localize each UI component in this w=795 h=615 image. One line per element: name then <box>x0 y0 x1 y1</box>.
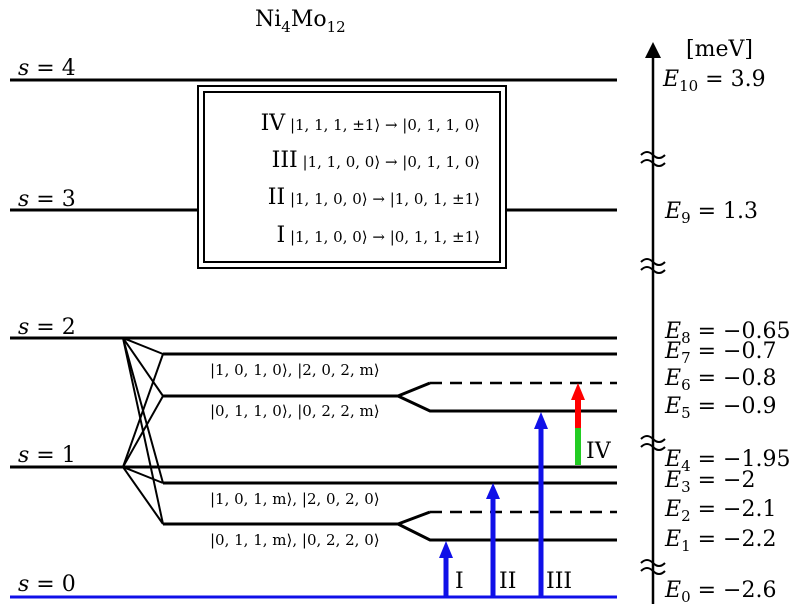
energy-label-e9: E9 = 1.3 <box>664 199 758 227</box>
arrow-label-iv: IV <box>586 439 612 464</box>
level-e2-e1-split <box>163 510 617 542</box>
s-label-3: s = 3 <box>18 187 76 212</box>
energy-label-e3: E3 = −2 <box>664 468 755 496</box>
energy-axis <box>640 42 666 604</box>
level-e6-e5-split <box>163 381 617 413</box>
unit-label: [meV] <box>686 37 753 62</box>
arrow-iv <box>571 383 585 465</box>
arrow-label-ii: II <box>499 569 516 594</box>
transition-row-iii: III |1, 1, 0, 0⟩ → |0, 1, 1, 0⟩ <box>272 148 480 173</box>
energy-label-e5: E5 = −0.9 <box>664 394 776 422</box>
s-label-0: s = 0 <box>18 572 76 597</box>
transition-row-iv: IV |1, 1, 1, ±1⟩ → |0, 1, 1, 0⟩ <box>261 111 480 136</box>
arrow-label-i: I <box>455 569 464 594</box>
transition-box: IV |1, 1, 1, ±1⟩ → |0, 1, 1, 0⟩ III |1, … <box>197 85 507 269</box>
axis-break-icon <box>640 559 666 575</box>
transition-row-i: I |1, 1, 0, 0⟩ → |0, 1, 1, ±1⟩ <box>276 223 480 248</box>
energy-label-e6: E6 = −0.8 <box>664 366 776 394</box>
s-label-2: s = 2 <box>18 315 76 340</box>
manifold-connectors <box>122 337 164 525</box>
energy-label-e7: E7 = −0.7 <box>664 339 776 367</box>
axis-break-icon <box>640 258 666 274</box>
transition-row-ii: II |1, 1, 0, 0⟩ → |1, 0, 1, ±1⟩ <box>268 185 480 210</box>
arrow-ii <box>486 483 500 597</box>
arrow-iii <box>534 412 548 597</box>
axis-break-icon <box>640 435 666 451</box>
s-label-1: s = 1 <box>18 443 76 468</box>
energy-label-e10: E10 = 3.9 <box>662 67 766 95</box>
arrow-i <box>439 541 453 597</box>
energy-label-e4: E4 = −1.95 <box>664 447 790 475</box>
energy-label-e1: E1 = −2.2 <box>664 527 776 555</box>
energy-label-e2: E2 = −2.1 <box>664 497 776 525</box>
up-arrow-icon <box>645 42 661 58</box>
state-label-2: |0, 1, 1, 0⟩, |0, 2, 2, m⟩ <box>210 402 380 420</box>
state-label-3: |1, 0, 1, m⟩, |2, 0, 2, 0⟩ <box>210 490 380 508</box>
state-label-1: |1, 0, 1, 0⟩, |2, 0, 2, m⟩ <box>210 361 380 379</box>
state-label-4: |0, 1, 1, m⟩, |0, 2, 2, 0⟩ <box>210 531 380 549</box>
arrow-label-iii: III <box>546 569 572 594</box>
axis-break-icon <box>640 151 666 167</box>
energy-label-e8: E8 = −0.65 <box>664 319 790 347</box>
diagram-title: Ni4Mo12 <box>255 7 346 36</box>
s-label-4: s = 4 <box>18 56 76 81</box>
energy-label-e0: E0 = −2.6 <box>664 578 776 606</box>
